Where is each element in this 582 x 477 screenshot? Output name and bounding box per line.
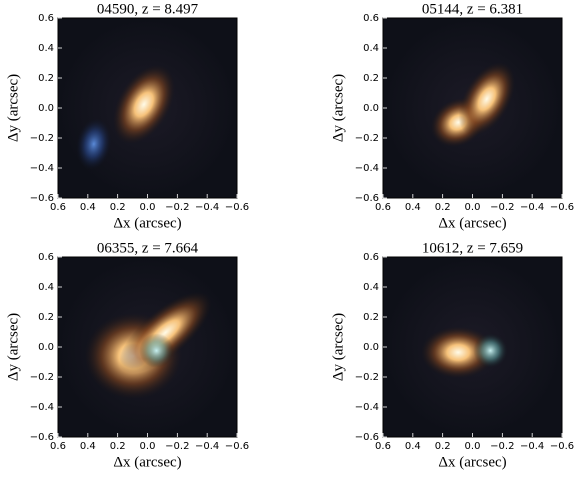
x-tick-label: −0.6 xyxy=(225,202,249,213)
x-tick-label: −0.4 xyxy=(520,441,544,452)
y-tick-label: 0.2 xyxy=(38,312,54,323)
y-tick-label: 0.6 xyxy=(363,13,379,24)
x-tick-label: 0.6 xyxy=(375,441,391,452)
y-tick-label: −0.2 xyxy=(355,372,379,383)
x-tick-label: 0.2 xyxy=(110,441,126,452)
y-axis-label: Δy (arcsec) xyxy=(5,313,21,381)
source-blob xyxy=(76,118,112,170)
x-tick-label: 0.6 xyxy=(50,202,66,213)
x-tick-label: 0.4 xyxy=(405,202,421,213)
x-axis-label: Δx (arcsec) xyxy=(438,454,506,470)
y-tick-label: 0.6 xyxy=(38,252,54,263)
x-axis-label: Δx (arcsec) xyxy=(113,215,181,231)
y-tick-label: −0.6 xyxy=(355,193,379,204)
y-tick-label: −0.2 xyxy=(355,133,379,144)
x-axis-label: Δx (arcsec) xyxy=(438,215,506,231)
y-tick-label: 0.0 xyxy=(363,103,379,114)
y-tick-label: −0.4 xyxy=(30,163,54,174)
x-tick-label: −0.4 xyxy=(195,441,219,452)
y-tick-label: −0.6 xyxy=(355,432,379,443)
y-tick-label: 0.0 xyxy=(38,342,54,353)
x-tick-label: −0.2 xyxy=(165,202,189,213)
y-axis-label: Δy (arcsec) xyxy=(330,313,346,381)
panel-title: 06355, z = 7.664 xyxy=(97,240,199,256)
panel-title: 04590, z = 8.497 xyxy=(97,1,199,17)
y-tick-label: 0.0 xyxy=(38,103,54,114)
source-blob xyxy=(139,333,174,368)
source-blob xyxy=(458,62,516,136)
y-tick-label: −0.2 xyxy=(30,133,54,144)
x-tick-label: −0.6 xyxy=(225,441,249,452)
x-tick-label: 0.2 xyxy=(435,202,451,213)
x-tick-label: 0.6 xyxy=(50,441,66,452)
panel-title: 05144, z = 6.381 xyxy=(422,1,523,17)
x-tick-label: 0.4 xyxy=(405,441,421,452)
x-tick-label: −0.6 xyxy=(550,202,574,213)
panel: 0.6 0.4 0.2 0.0 −0.2 −0.4 −0.6 −0.6 −0.4 −0.2 0.0 0… xyxy=(330,1,574,231)
source-blob xyxy=(112,64,175,144)
x-tick-label: −0.6 xyxy=(550,441,574,452)
y-tick-label: −0.4 xyxy=(355,402,379,413)
y-tick-label: −0.6 xyxy=(30,193,54,204)
x-tick-label: 0.6 xyxy=(375,202,391,213)
y-tick-label: 0.2 xyxy=(363,312,379,323)
y-tick-label: 0.2 xyxy=(38,73,54,84)
y-tick-label: 0.6 xyxy=(363,252,379,263)
source-blob xyxy=(420,326,496,379)
y-tick-label: 0.2 xyxy=(363,73,379,84)
y-axis-label: Δy (arcsec) xyxy=(330,74,346,142)
y-tick-label: 0.4 xyxy=(38,43,54,54)
x-tick-label: −0.4 xyxy=(195,202,219,213)
y-tick-label: 0.4 xyxy=(38,282,54,293)
y-tick-label: −0.2 xyxy=(30,372,54,383)
y-tick-label: 0.6 xyxy=(38,13,54,24)
x-tick-label: 0.2 xyxy=(435,441,451,452)
y-tick-label: −0.4 xyxy=(355,163,379,174)
panel: 0.6 0.4 0.2 0.0 −0.2 −0.4 −0.6 −0.6 −0.4 −0.2 0.0 0… xyxy=(5,240,249,470)
x-tick-label: −0.2 xyxy=(490,441,514,452)
x-tick-label: 0.0 xyxy=(465,202,481,213)
x-tick-label: 0.0 xyxy=(140,441,156,452)
x-tick-label: 0.2 xyxy=(110,202,126,213)
x-tick-label: 0.0 xyxy=(465,441,481,452)
x-tick-label: 0.4 xyxy=(80,202,96,213)
y-tick-label: −0.6 xyxy=(30,432,54,443)
y-tick-label: −0.4 xyxy=(30,402,54,413)
y-tick-label: 0.4 xyxy=(363,43,379,54)
panel-title: 10612, z = 7.659 xyxy=(422,240,523,256)
x-tick-label: 0.0 xyxy=(140,202,156,213)
x-tick-label: −0.2 xyxy=(490,202,514,213)
panel: 0.6 0.4 0.2 0.0 −0.2 −0.4 −0.6 −0.6 −0.4 −0.2 0.0 0… xyxy=(5,1,249,231)
y-tick-label: 0.4 xyxy=(363,282,379,293)
source-blob xyxy=(473,333,508,368)
y-axis-label: Δy (arcsec) xyxy=(5,74,21,142)
x-tick-label: −0.2 xyxy=(165,441,189,452)
x-tick-label: 0.4 xyxy=(80,441,96,452)
x-tick-label: −0.4 xyxy=(520,202,544,213)
panel: 0.6 0.4 0.2 0.0 −0.2 −0.4 −0.6 −0.6 −0.4 −0.2 0.0 0… xyxy=(330,240,574,470)
x-axis-label: Δx (arcsec) xyxy=(113,454,181,470)
y-tick-label: 0.0 xyxy=(363,342,379,353)
